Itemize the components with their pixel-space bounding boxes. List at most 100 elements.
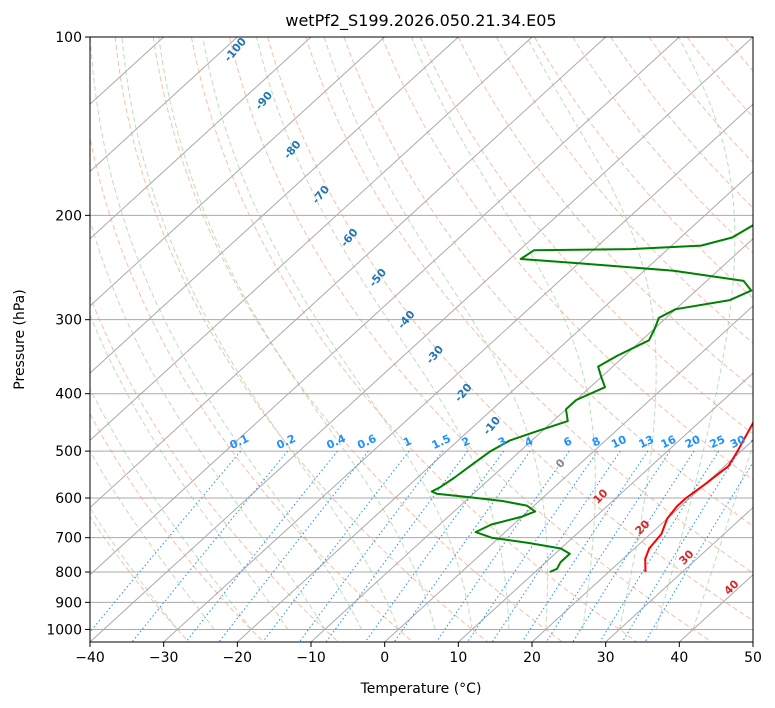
mixing-ratio-label: 0.4 <box>325 432 348 452</box>
mixing-ratio-line <box>364 450 505 642</box>
mixing-ratio-label: 36 <box>749 433 769 451</box>
dry-adiabat-line <box>152 37 563 642</box>
y-tick-label: 100 <box>55 30 82 46</box>
moist-adiabat-line <box>90 218 326 630</box>
dry-adiabat-line <box>229 37 712 642</box>
dry-adiabat-line <box>343 37 753 527</box>
isotherm-line <box>90 37 533 442</box>
mixing-ratio-line <box>599 450 720 642</box>
mixing-ratio-line <box>90 450 242 633</box>
mixing-ratio-line <box>491 450 621 642</box>
y-tick-label: 600 <box>55 491 82 507</box>
mixing-ratio-label: 25 <box>708 433 727 451</box>
isotherm-line <box>605 506 753 642</box>
mixing-ratio-label: 30 <box>728 433 748 451</box>
dry-adiabat-line <box>381 37 753 481</box>
moist-adiabat-label: 30 <box>677 547 697 567</box>
dry-adiabat-label: -70 <box>309 183 332 207</box>
background-line-labels: 0.1 0.2 0.4 0.6 1 1.5 2 3 4 6 8 10 13 16 20 25 30 36-100-… <box>221 37 769 598</box>
moist-adiabat-line <box>323 37 548 630</box>
x-tick-label: −40 <box>75 650 105 666</box>
isotherm-line <box>90 37 238 173</box>
isobar-grid-lines <box>90 37 753 630</box>
moist-adiabat-line <box>256 37 510 630</box>
isotherm-line <box>752 641 753 642</box>
dry-adiabat-line <box>114 37 488 642</box>
moist-adiabat-line <box>90 450 215 630</box>
mixing-ratio-line <box>393 450 531 642</box>
isotherm-line <box>90 37 607 509</box>
y-axis-ticks: 100 200 300 400 500 600 700 800 900 1000 <box>46 30 90 638</box>
dry-adiabat-label: -20 <box>452 381 475 405</box>
y-tick-label: 400 <box>55 387 82 403</box>
mixing-ratio-line <box>298 450 444 642</box>
isotherm-line <box>236 170 753 642</box>
x-tick-label: −30 <box>149 650 179 666</box>
mixing-ratio-label: 10 <box>609 433 629 451</box>
moist-adiabat-line <box>692 443 753 630</box>
dry-adiabat-line <box>90 412 264 642</box>
mixing-ratio-line <box>262 450 410 642</box>
dry-adiabat-line <box>457 37 753 389</box>
dry-adiabat-line <box>610 37 753 209</box>
temperature-line <box>644 420 753 573</box>
mixing-ratio-label: 6 <box>561 434 574 449</box>
dry-adiabat-line <box>267 37 753 622</box>
dry-adiabat-line <box>648 37 753 164</box>
isotherm-line <box>90 37 459 374</box>
mixing-ratio-label: 1 <box>401 434 413 449</box>
dry-adiabat-line <box>190 37 638 642</box>
mixing-ratio-label: 20 <box>683 433 703 451</box>
y-tick-label: 1000 <box>46 622 82 638</box>
moist-adiabat-line <box>158 37 436 630</box>
isotherm-line <box>531 439 753 642</box>
x-tick-label: 50 <box>744 650 762 666</box>
dry-adiabat-line <box>724 37 753 72</box>
dry-adiabat-label: -80 <box>281 138 304 162</box>
moist-adiabat-line <box>90 37 363 630</box>
y-tick-label: 500 <box>55 444 82 460</box>
moist-adiabat-line <box>90 313 289 630</box>
mixing-ratio-label: 0.1 <box>228 432 251 452</box>
x-tick-label: 10 <box>449 650 467 666</box>
y-tick-label: 200 <box>55 208 82 224</box>
mixing-ratio-line <box>325 450 468 642</box>
mixing-ratio-line <box>218 450 369 642</box>
moist-adiabat-line <box>121 37 399 630</box>
mixing-ratio-line <box>131 450 288 642</box>
skewed-isotherm-lines <box>90 37 753 642</box>
dry-adiabat-line <box>90 295 339 642</box>
x-tick-label: 0 <box>380 650 389 666</box>
isotherm-line <box>457 372 753 642</box>
plot-frame <box>89 36 754 643</box>
x-tick-label: 30 <box>597 650 615 666</box>
dry-adiabat-label: -40 <box>395 308 418 332</box>
dewpoint-line <box>430 224 753 573</box>
mixing-ratio-line <box>644 461 753 642</box>
mixing-ratio-line <box>621 450 740 642</box>
dry-adiabat-line <box>534 37 753 299</box>
y-tick-label: 700 <box>55 531 82 547</box>
dry-adiabat-line <box>90 515 190 642</box>
profile-series <box>430 224 753 573</box>
y-tick-label: 800 <box>55 565 82 581</box>
isotherm-line <box>90 37 386 307</box>
mixing-ratio-lines <box>90 450 753 642</box>
dry-adiabat-line <box>495 37 753 344</box>
mixing-ratio-label: 8 <box>590 434 602 449</box>
moist-adiabat-line <box>90 507 178 630</box>
moist-adiabat-lines <box>90 37 753 630</box>
mixing-ratio-line <box>467 450 599 642</box>
x-tick-label: −20 <box>223 650 253 666</box>
x-tick-label: −10 <box>296 650 326 666</box>
isotherm-line <box>90 37 753 642</box>
x-tick-label: 40 <box>670 650 688 666</box>
mixing-ratio-line <box>185 450 338 642</box>
moist-adiabat-label: 0 <box>553 456 568 471</box>
dry-adiabat-line <box>305 37 753 574</box>
moist-adiabat-line <box>411 37 596 630</box>
isotherm-line <box>310 237 753 642</box>
y-axis-title: Pressure (hPa) <box>12 289 28 389</box>
y-tick-label: 900 <box>55 595 82 611</box>
